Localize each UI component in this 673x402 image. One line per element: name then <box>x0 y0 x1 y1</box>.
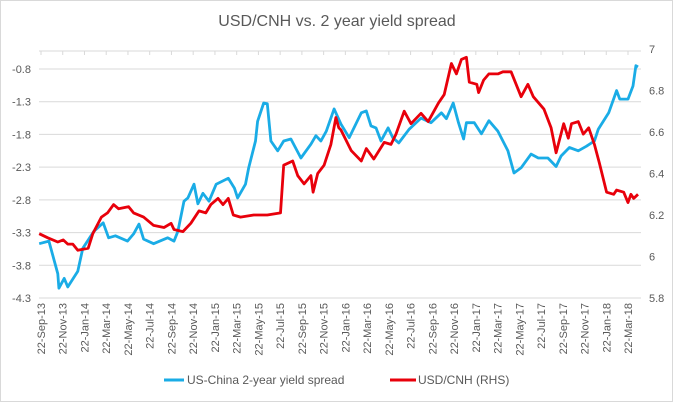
x-tick-label: 22-Sep-15 <box>297 303 309 354</box>
x-tick-label: 22-Nov-15 <box>319 303 331 354</box>
x-tick-label: 22-Nov-17 <box>580 303 592 354</box>
legend-label-spread: US-China 2-year yield spread <box>187 373 344 387</box>
x-tick-label: 22-Jul-17 <box>536 303 548 349</box>
x-tick-label: 22-Jul-14 <box>145 303 157 349</box>
left-tick-label: -1.8 <box>12 129 31 141</box>
left-tick-label: -4.3 <box>12 293 31 305</box>
left-tick-label: -2.3 <box>12 162 31 174</box>
right-tick-label: 5.8 <box>649 293 664 305</box>
legend-label-usdcnh: USD/CNH (RHS) <box>418 373 509 387</box>
x-tick-label: 22-Jan-16 <box>340 303 352 353</box>
right-tick-label: 6.6 <box>649 127 664 139</box>
x-axis-ticks: 22-Sep-13 22-Nov-13 22-Jan-14 22-Mar-14 22-M… <box>36 51 635 356</box>
yield-spread-line <box>38 64 639 290</box>
left-tick-label: -0.8 <box>12 64 31 76</box>
chart-title: USD/CNH vs. 2 year yield spread <box>218 13 455 30</box>
x-tick-label: 22-Jan-17 <box>471 303 483 353</box>
left-tick-label: -3.3 <box>12 228 31 240</box>
right-axis-ticks: 7 6.8 6.6 6.4 6.2 6 5.8 <box>649 44 664 305</box>
x-tick-label: 22-Sep-16 <box>427 303 439 354</box>
x-tick-label: 22-Jan-15 <box>210 303 222 353</box>
series-lines <box>38 55 639 290</box>
left-tick-label: -2.8 <box>12 195 31 207</box>
right-tick-label: 7 <box>649 44 655 56</box>
x-tick-label: 22-Jul-15 <box>275 303 287 349</box>
x-tick-label: 22-Jan-14 <box>79 303 91 353</box>
right-tick-label: 6 <box>649 252 655 264</box>
x-tick-label: 22-Mar-16 <box>362 303 374 354</box>
x-tick-label: 22-Nov-16 <box>449 303 461 354</box>
left-tick-label: -1.3 <box>12 97 31 109</box>
gridlines <box>39 50 641 299</box>
left-axis-ticks: -0.8 -1.3 -1.8 -2.3 -2.8 -3.3 -3.8 -4.3 <box>12 64 31 305</box>
x-tick-label: 22-Sep-13 <box>36 303 48 354</box>
right-tick-label: 6.2 <box>649 210 664 222</box>
x-tick-label: 22-Mar-18 <box>623 303 635 354</box>
x-tick-label: 22-Sep-14 <box>166 303 178 354</box>
x-tick-label: 22-May-14 <box>123 303 135 356</box>
legend: US-China 2-year yield spread USD/CNH (RH… <box>164 373 509 387</box>
x-tick-label: 22-May-15 <box>253 303 265 356</box>
x-tick-label: 22-Jul-16 <box>406 303 418 349</box>
x-tick-label: 22-Mar-15 <box>232 303 244 354</box>
x-tick-label: 22-Jan-18 <box>601 303 613 353</box>
x-tick-label: 22-May-16 <box>384 303 396 356</box>
x-tick-label: 22-Mar-17 <box>493 303 505 354</box>
right-tick-label: 6.4 <box>649 169 664 181</box>
x-tick-label: 22-Sep-17 <box>558 303 570 354</box>
x-tick-label: 22-Nov-13 <box>58 303 70 354</box>
usdcnh-line <box>38 55 639 252</box>
right-tick-label: 6.8 <box>649 86 664 98</box>
x-tick-label: 22-Nov-14 <box>188 303 200 354</box>
left-tick-label: -3.8 <box>12 260 31 272</box>
x-tick-label: 22-May-17 <box>514 303 526 356</box>
x-tick-label: 22-Mar-14 <box>101 303 113 354</box>
